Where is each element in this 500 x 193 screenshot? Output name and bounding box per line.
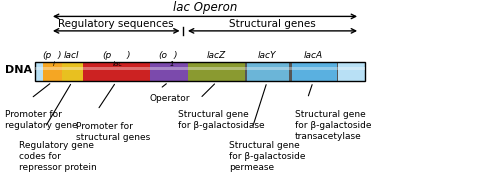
Bar — [62, 62, 82, 81]
Bar — [35, 62, 365, 81]
Bar — [150, 62, 188, 81]
Text: lacZ: lacZ — [207, 51, 226, 60]
Text: 1: 1 — [170, 61, 174, 67]
Bar — [42, 62, 62, 81]
Text: Promoter for
structural genes: Promoter for structural genes — [76, 122, 150, 142]
Text: Promoter for
regulatory gene: Promoter for regulatory gene — [5, 110, 78, 130]
Text: i: i — [53, 61, 55, 67]
Bar — [35, 62, 365, 81]
Text: (p: (p — [42, 51, 51, 60]
Text: Structural gene
for β-galactosidase: Structural gene for β-galactosidase — [178, 110, 264, 130]
Text: Operator: Operator — [150, 94, 190, 103]
Bar — [245, 62, 246, 81]
Text: ): ) — [126, 51, 130, 60]
Bar — [292, 62, 337, 81]
Text: ): ) — [174, 51, 178, 60]
Text: lacI: lacI — [64, 51, 80, 60]
Text: ): ) — [58, 51, 61, 60]
Text: (o: (o — [158, 51, 168, 60]
Bar — [188, 62, 245, 81]
Text: lacY: lacY — [258, 51, 276, 60]
Bar — [290, 62, 292, 81]
Text: lac: lac — [113, 61, 123, 67]
Bar — [336, 62, 338, 81]
Text: DNA: DNA — [5, 65, 32, 75]
Text: lac Operon: lac Operon — [173, 1, 237, 14]
Bar — [82, 62, 150, 81]
Text: Structural gene
for β-galactoside
transacetylase: Structural gene for β-galactoside transa… — [295, 110, 372, 141]
Text: Structural gene
for β-galactoside
permease: Structural gene for β-galactoside permea… — [229, 141, 306, 172]
Text: (p: (p — [102, 51, 111, 60]
Bar — [35, 67, 365, 70]
Text: Regulatory sequences: Regulatory sequences — [58, 19, 174, 29]
Text: Structural genes: Structural genes — [229, 19, 316, 29]
Bar — [289, 62, 290, 81]
Bar — [246, 62, 289, 81]
Bar — [338, 62, 358, 81]
Text: Regulatory gene
codes for
repressor protein: Regulatory gene codes for repressor prot… — [19, 141, 97, 172]
Text: lacA: lacA — [304, 51, 322, 60]
